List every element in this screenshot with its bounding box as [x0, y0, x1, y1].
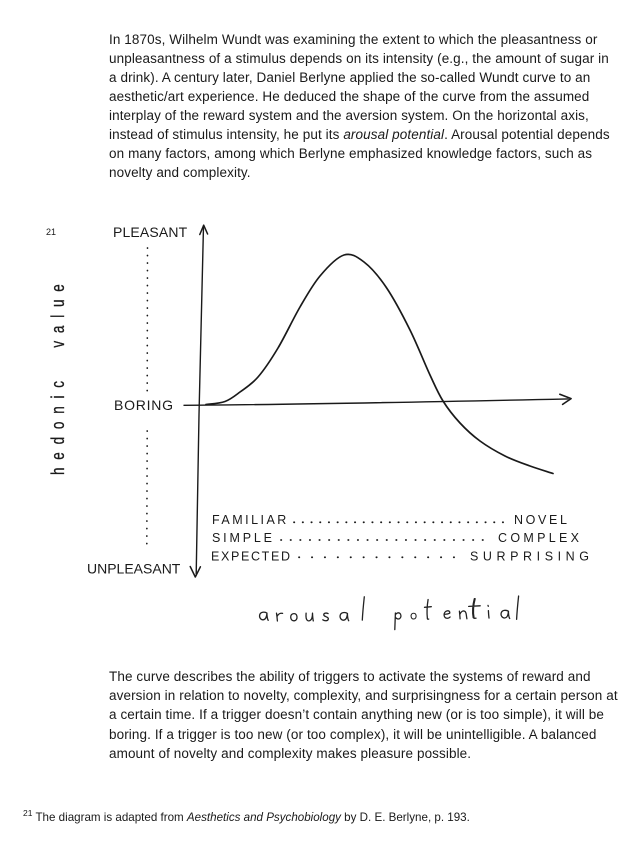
svg-text:NOVEL: NOVEL: [514, 513, 570, 527]
svg-text:SURPRISING: SURPRISING: [470, 550, 594, 564]
svg-text:21: 21: [46, 227, 56, 237]
svg-text:BORING: BORING: [114, 397, 174, 413]
svg-text:SIMPLE: SIMPLE: [212, 531, 275, 545]
svg-text:COMPLEX: COMPLEX: [498, 531, 582, 545]
svg-text:EXPECTED: EXPECTED: [211, 550, 292, 564]
svg-text:PLEASANT: PLEASANT: [113, 224, 188, 240]
svg-text:FAMILIAR: FAMILIAR: [212, 513, 289, 527]
svg-text:UNPLEASANT: UNPLEASANT: [87, 561, 181, 577]
svg-text:hedonic value: hedonic value: [48, 276, 68, 475]
